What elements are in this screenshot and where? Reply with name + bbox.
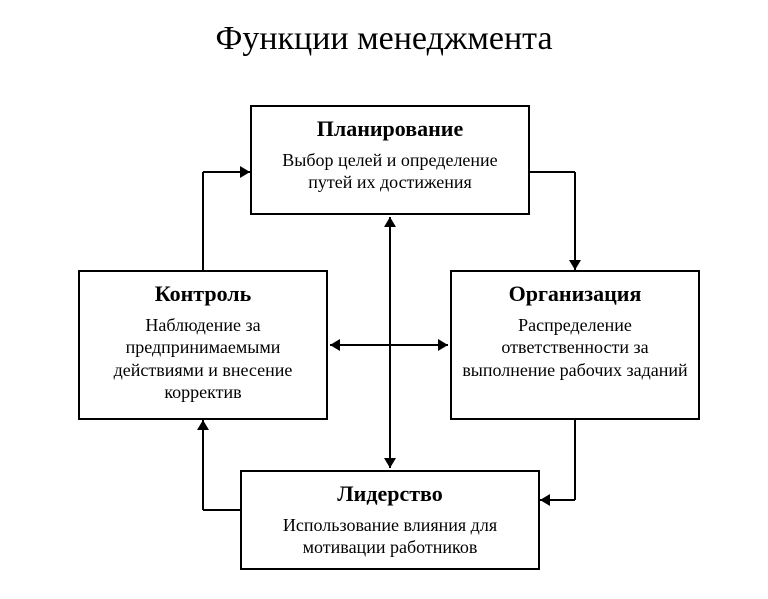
node-leadership-desc: Использование влияния для мотивации рабо… xyxy=(252,514,528,559)
node-planning: Планирование Выбор целей и определение п… xyxy=(250,105,530,215)
node-control: Контроль Наблюдение за предпринимаемыми … xyxy=(78,270,328,420)
node-leadership: Лидерство Использование влияния для моти… xyxy=(240,470,540,570)
node-organization: Организация Распределение ответственност… xyxy=(450,270,700,420)
node-leadership-title: Лидерство xyxy=(252,480,528,508)
node-control-title: Контроль xyxy=(90,280,316,308)
node-organization-desc: Распределение ответственности за выполне… xyxy=(462,314,688,382)
diagram-title: Функции менеджмента xyxy=(0,20,768,58)
node-planning-title: Планирование xyxy=(262,115,518,143)
diagram-canvas: Функции менеджмента Планирование Выбор ц… xyxy=(0,0,768,599)
node-organization-title: Организация xyxy=(462,280,688,308)
node-control-desc: Наблюдение за предпринимаемыми действиям… xyxy=(90,314,316,404)
node-planning-desc: Выбор целей и определение путей их дости… xyxy=(262,149,518,194)
